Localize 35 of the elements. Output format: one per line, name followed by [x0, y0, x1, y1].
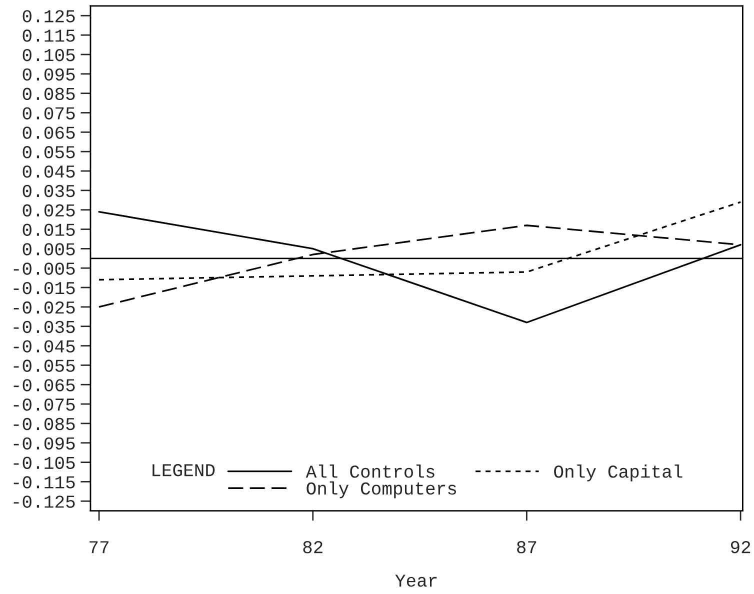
- y-tick-label: 0.085: [22, 88, 75, 100]
- y-tick-label: -0.045: [14, 340, 75, 352]
- y-tick-label: 0.125: [22, 10, 75, 22]
- y-tick-label: -0.075: [14, 398, 75, 411]
- y-tick-label: -0.065: [14, 379, 75, 392]
- legend-label: Only Capital: [554, 464, 682, 482]
- legend-title: LEGEND: [152, 464, 215, 476]
- y-tick-label: 0.095: [22, 68, 75, 81]
- y-tick-label: -0.125: [14, 496, 75, 508]
- x-tick-label: 92: [730, 541, 750, 554]
- y-tick-label: 0.045: [22, 165, 75, 178]
- y-tick-label: 0.105: [22, 48, 75, 62]
- y-tick-label: -0.035: [14, 320, 75, 334]
- y-tick-label: 0.075: [22, 107, 75, 120]
- y-tick-label: -0.055: [14, 360, 75, 372]
- y-tick-label: -0.005: [14, 262, 75, 275]
- x-tick-label: 82: [303, 541, 322, 554]
- y-tick-label: 0.035: [22, 184, 75, 198]
- y-tick-label: -0.085: [14, 418, 75, 430]
- legend-label: Only Computers: [306, 481, 456, 498]
- y-tick-label: 0.115: [22, 30, 75, 42]
- y-tick-label: -0.115: [14, 476, 75, 488]
- y-tick-label: 0.005: [22, 243, 75, 256]
- x-tick-label: 77: [90, 541, 108, 554]
- y-tick-label: -0.095: [14, 437, 75, 450]
- x-tick-label: 87: [517, 541, 536, 554]
- y-tick-label: -0.025: [14, 301, 75, 314]
- y-tick-label: 0.065: [22, 126, 75, 139]
- y-tick-label: 0.015: [22, 224, 75, 236]
- y-tick-label: -0.015: [14, 282, 75, 294]
- y-tick-label: 0.055: [22, 146, 75, 158]
- legend-label: All Controls: [306, 464, 434, 478]
- y-tick-label: 0.025: [22, 204, 75, 217]
- x-axis-title: Year: [395, 574, 437, 587]
- y-tick-label: -0.105: [14, 456, 75, 470]
